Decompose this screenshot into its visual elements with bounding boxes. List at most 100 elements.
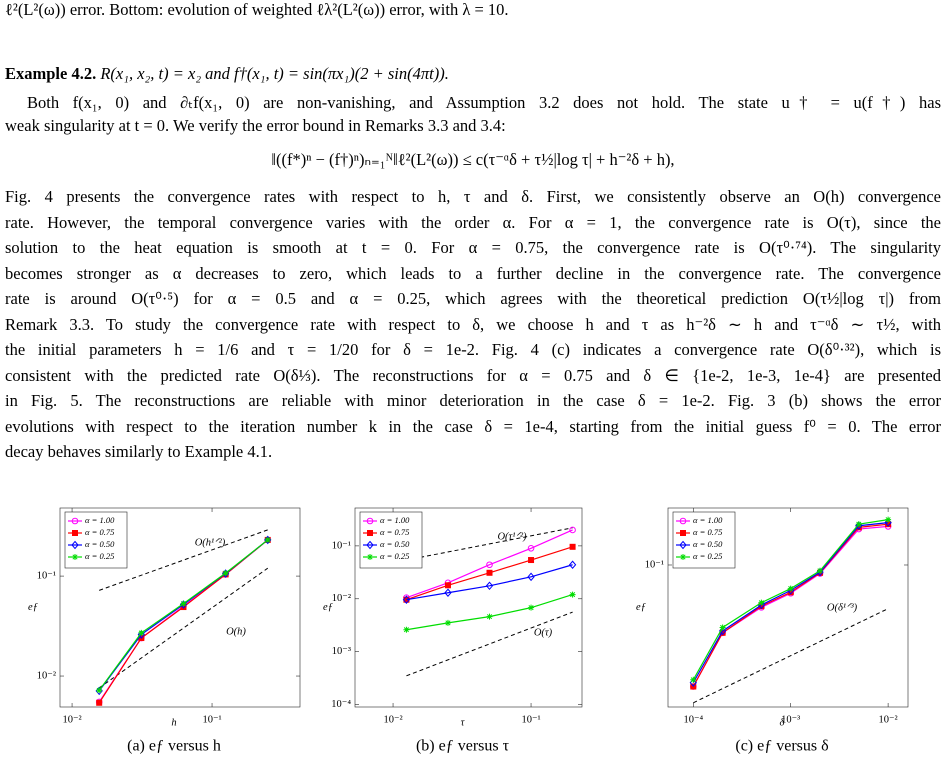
caption: (a) eƒ versus h <box>127 738 221 755</box>
series-line <box>406 529 573 599</box>
example: Example 4.2. R(x₁, x₂, t) = x₂ and f†(x₁… <box>5 64 941 84</box>
marker <box>486 561 493 569</box>
x-tick-label: 10⁻² <box>62 714 81 725</box>
y-tick-label: 10⁻⁴ <box>331 699 351 710</box>
marker <box>485 581 494 591</box>
y-tick-label: 10⁻² <box>37 670 56 681</box>
text-line: ℓ²(L²(ω)) error. Bottom: evolution of we… <box>5 0 509 19</box>
y-tick-label: 10⁻² <box>332 593 351 604</box>
example-label: Example 4.2. <box>5 64 97 83</box>
legend-label: α = 0.75 <box>693 527 722 537</box>
text-line: consistent with the predicted rate O(δ⅓)… <box>5 365 941 385</box>
text-line: rate is around O(τ⁰·⁵) for α = 0.5 and α… <box>5 289 941 308</box>
marker <box>855 521 862 528</box>
reference-line <box>693 608 889 704</box>
legend-marker <box>679 517 687 525</box>
caption: (b) eƒ versus τ <box>416 738 510 755</box>
x-axis-label: δ <box>780 717 786 728</box>
y-tick-label: 10⁻¹ <box>37 570 56 581</box>
marker <box>486 569 493 576</box>
legend-marker <box>680 554 686 560</box>
marker <box>527 572 535 582</box>
marker <box>180 600 187 607</box>
marker <box>527 544 535 552</box>
reference-label: O(τ¹ᐟ²) <box>497 531 527 542</box>
marker <box>96 699 103 706</box>
text-line: Fig. 4 presents the convergence rates wi… <box>5 187 941 206</box>
marker <box>95 686 103 696</box>
x-tick-label: 10⁻³ <box>781 714 800 725</box>
x-tick-label: 10⁻¹ <box>521 714 540 725</box>
marker <box>787 585 794 592</box>
legend-label: α = 0.75 <box>380 527 409 537</box>
x-axis-label: h <box>171 717 176 728</box>
x-tick-label: 10⁻⁴ <box>683 714 703 725</box>
marker <box>719 624 726 631</box>
text-line: Remark 3.3. To study the convergence rat… <box>5 314 941 334</box>
reference-line <box>406 527 573 561</box>
marker <box>569 591 576 598</box>
legend-marker <box>367 530 373 536</box>
marker <box>264 535 272 545</box>
marker <box>486 613 493 620</box>
reference-label: O(δ¹ᐟ³) <box>827 602 858 613</box>
text-line: rate. However, the temporal convergence … <box>5 212 941 232</box>
text-line: evolutions with respect to the iteration… <box>5 416 941 436</box>
reference-line <box>99 529 268 591</box>
marker <box>222 570 229 577</box>
legend-marker <box>71 540 79 550</box>
x-tick-label: 10⁻² <box>879 714 898 725</box>
text-line: becomes stronger as α decreases to zero,… <box>5 263 941 283</box>
text-line: weak singularity at t = 0. We verify the… <box>5 116 506 135</box>
legend-label: α = 0.25 <box>380 551 409 561</box>
x-tick-label: 10⁻¹ <box>202 714 221 725</box>
y-tick-label: 10⁻¹ <box>332 540 351 551</box>
legend-marker <box>679 540 687 550</box>
reference-label: O(h) <box>226 626 246 637</box>
text-line: solution to the heat equation is smooth … <box>5 238 941 257</box>
legend-marker <box>680 530 686 536</box>
reference-line <box>406 611 573 677</box>
text-line: Both f(x₁, 0) and ∂ₜf(x₁, 0) are non-van… <box>27 93 941 112</box>
marker <box>817 567 824 574</box>
legend-marker <box>367 554 373 560</box>
marker <box>569 543 576 550</box>
marker <box>444 582 451 589</box>
reference-label: O(τ) <box>534 627 553 638</box>
legend-label: α = 1.00 <box>380 515 410 525</box>
marker <box>569 526 576 534</box>
legend-label: α = 1.00 <box>693 515 723 525</box>
legend-label: α = 0.25 <box>693 551 722 561</box>
marker <box>758 599 765 606</box>
legend-label: α = 0.50 <box>85 539 115 549</box>
legend-marker <box>366 540 374 550</box>
x-axis-label: τ <box>461 717 466 728</box>
y-tick-label: 10⁻¹ <box>645 559 664 570</box>
legend-label: α = 1.00 <box>85 515 115 525</box>
legend-marker <box>71 517 79 525</box>
text-line: ‖((f*)ⁿ − (f†)ⁿ)ₙ₌₁ᴺ‖ℓ²(L²(ω)) ≤ c(τ⁻ᵅδ … <box>271 150 675 169</box>
marker <box>444 619 451 626</box>
y-axis-label: eƒ <box>636 602 646 613</box>
text-line: the initial parameters h = 1/6 and τ = 1… <box>5 340 941 359</box>
legend-label: α = 0.75 <box>85 527 114 537</box>
marker <box>138 629 145 636</box>
legend-marker <box>72 554 78 560</box>
reference-label: O(h¹ᐟ²) <box>195 537 226 548</box>
marker <box>221 569 230 578</box>
marker <box>444 588 452 598</box>
text-line: in Fig. 5. The reconstructions are relia… <box>5 391 941 410</box>
legend-marker <box>366 517 374 525</box>
marker <box>264 536 271 543</box>
marker <box>403 626 410 633</box>
x-tick-label: 10⁻² <box>383 714 402 725</box>
series-line <box>406 564 573 601</box>
legend-label: α = 0.50 <box>380 539 410 549</box>
text-line: decay behaves similarly to Example 4.1. <box>5 442 273 461</box>
example-body: R(x₁, x₂, t) = x₂ and f†(x₁, t) = sin(πx… <box>100 64 449 83</box>
marker <box>96 687 103 694</box>
marker <box>885 516 892 523</box>
caption: (c) eƒ versus δ <box>735 738 828 755</box>
